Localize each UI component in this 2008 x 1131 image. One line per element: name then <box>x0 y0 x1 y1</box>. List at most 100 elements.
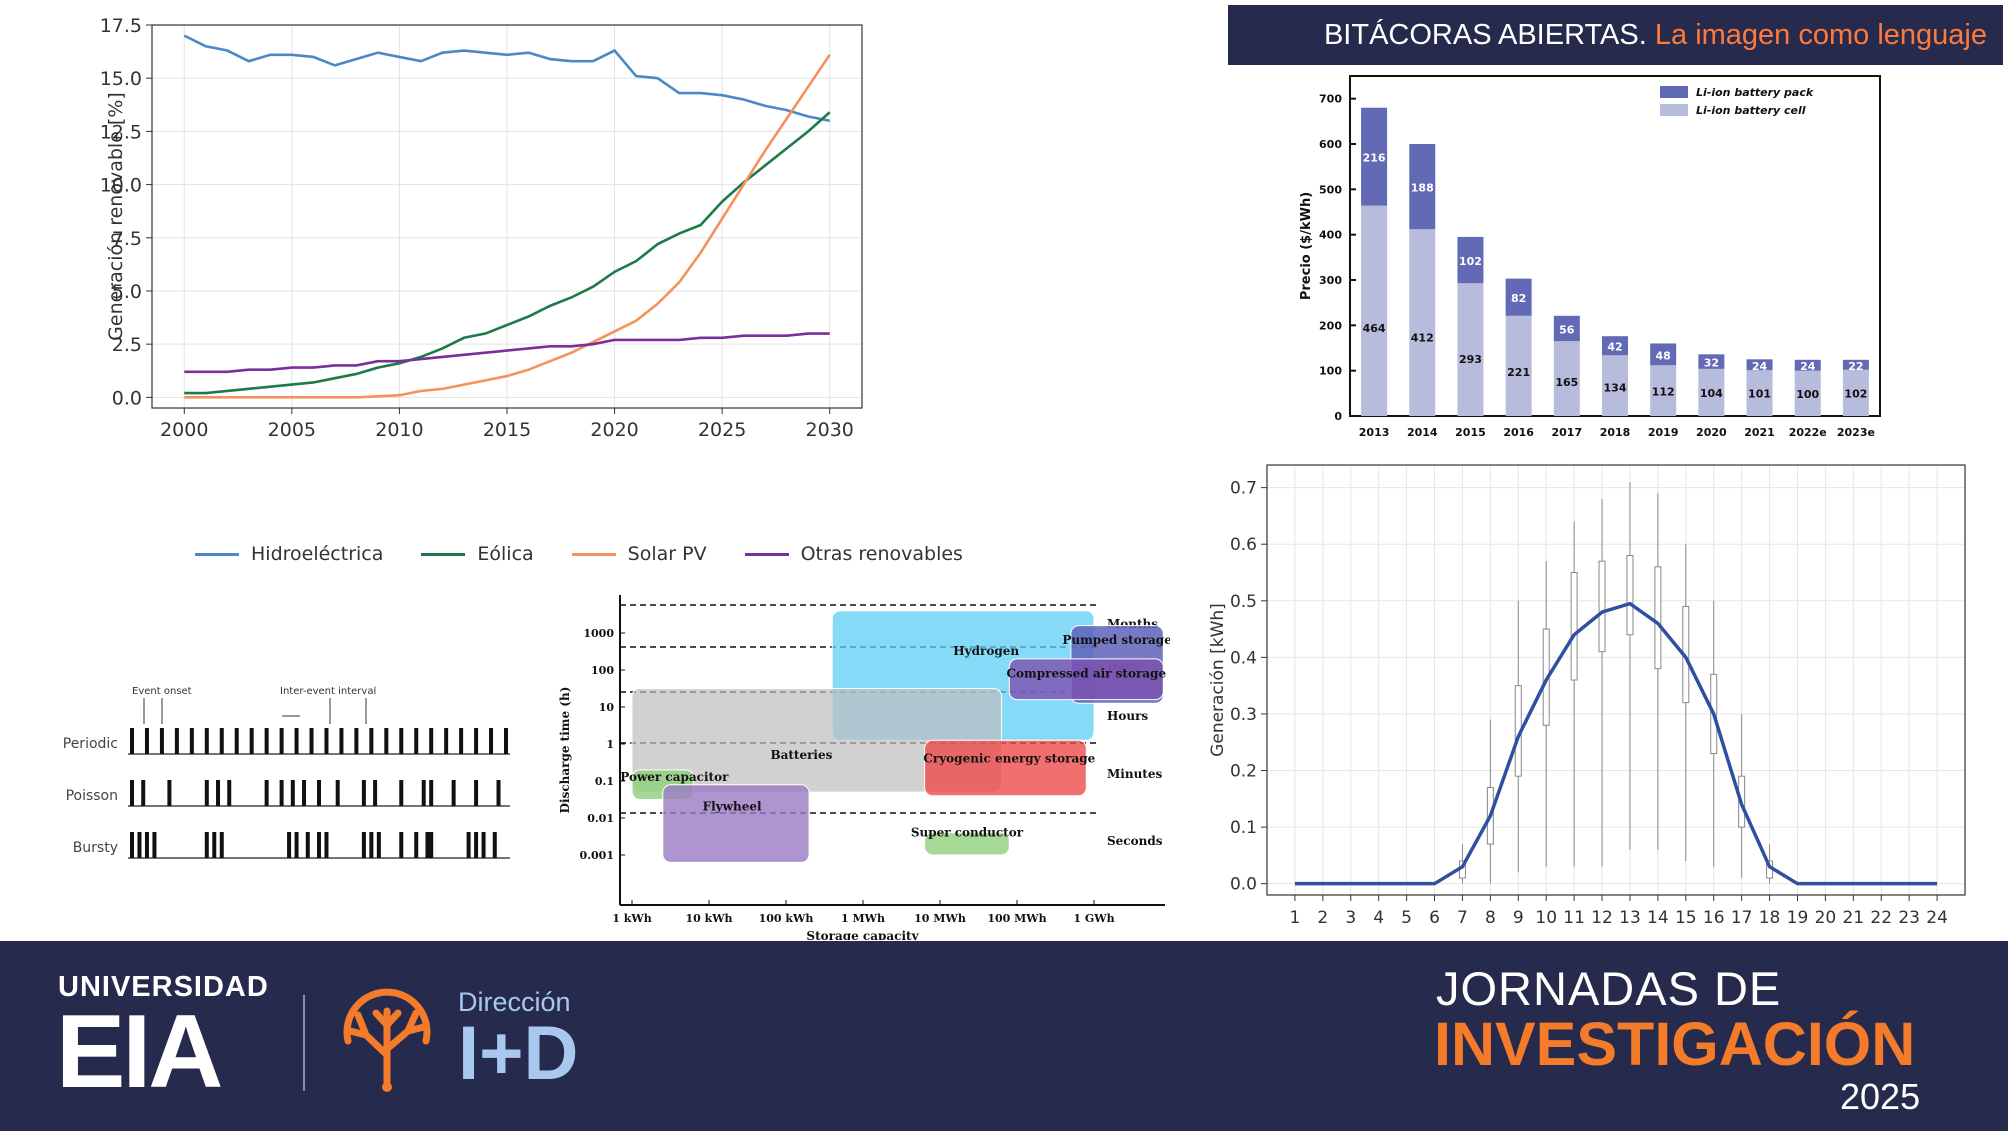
legend-swatch <box>744 552 789 556</box>
x-tick-label: 1 MWh <box>841 912 885 925</box>
plot-frame <box>1266 464 1966 896</box>
event-bar <box>474 832 479 858</box>
bar-segment <box>1409 229 1436 416</box>
event-bar <box>429 780 434 806</box>
y-tick-label: 1 <box>606 738 614 751</box>
bar-value-label: 24 <box>1800 360 1816 373</box>
legend-item: Hidroeléctrica <box>195 543 383 565</box>
event-bar <box>212 832 217 858</box>
event-bar <box>425 832 430 858</box>
y-tick-label: 0.0 <box>112 387 142 409</box>
y-tick-label: 0.6 <box>1230 535 1257 555</box>
y-axis-label: Discharge time (h) <box>558 687 572 814</box>
bar-segment <box>1842 369 1869 416</box>
y-tick-label: 12.5 <box>100 121 142 143</box>
bar-value-label: 221 <box>1507 366 1530 379</box>
x-tick-label: 6 <box>1429 908 1440 928</box>
region-label: Super conductor <box>911 826 1024 840</box>
event-bar <box>216 780 221 806</box>
bar-value-label: 24 <box>1752 360 1768 373</box>
y-tick-label: 300 <box>1319 274 1342 287</box>
y-tick-label: 100 <box>1319 365 1342 378</box>
legend-item: Eólica <box>421 543 534 565</box>
region-label: Cryogenic energy storage <box>923 752 1095 766</box>
x-tick-label: 12 <box>1591 908 1613 928</box>
bar-segment <box>1361 205 1388 416</box>
y-tick-label: 15.0 <box>100 68 142 90</box>
event-bar <box>264 780 269 806</box>
event-bar <box>305 832 310 858</box>
bar-segment <box>1794 359 1821 371</box>
y-tick-label: 0.01 <box>587 812 614 825</box>
x-tick-label: 2005 <box>268 419 316 441</box>
bar-segment <box>1698 368 1725 416</box>
event-bar <box>264 728 269 754</box>
legend-swatch <box>421 552 466 556</box>
bar-value-label: 165 <box>1555 376 1578 389</box>
bar-segment <box>1457 283 1484 416</box>
bar-value-label: 134 <box>1604 382 1627 395</box>
x-tick-label: 2019 <box>1648 426 1679 439</box>
tree-sun-icon <box>343 988 431 1092</box>
x-tick-label: 2030 <box>806 419 854 441</box>
bar-segment <box>1698 354 1725 369</box>
x-tick-label: 10 MWh <box>914 912 966 925</box>
legend-label: Hidroeléctrica <box>251 543 384 565</box>
x-tick-label: 2020 <box>1696 426 1727 439</box>
legend-swatch <box>195 552 239 556</box>
event-bar <box>279 780 284 806</box>
event-bar <box>317 832 321 858</box>
event-bar <box>466 832 471 858</box>
x-tick-label: 2015 <box>1455 426 1486 439</box>
event-bar <box>159 728 164 754</box>
x-tick-label: 19 <box>1787 908 1809 928</box>
y-tick-label: 5.0 <box>112 281 142 303</box>
y-tick-label: 7.5 <box>112 228 142 250</box>
region-label: Flywheel <box>703 800 762 814</box>
storage-region <box>1008 658 1164 701</box>
event-bar <box>130 728 134 754</box>
pattern-row-label: Periodic <box>63 736 118 752</box>
event-bar <box>361 832 366 858</box>
bar-segment <box>1650 365 1677 416</box>
region-label: Batteries <box>770 748 832 762</box>
x-tick-label: 1 GWh <box>1073 912 1114 925</box>
bar-value-label: 102 <box>1844 388 1867 401</box>
x-tick-label: 2015 <box>483 419 531 441</box>
event-bar <box>144 832 149 858</box>
event-bar <box>474 780 479 806</box>
event-bar <box>219 728 224 754</box>
y-tick-label: 10.0 <box>100 175 142 197</box>
event-bar <box>492 832 497 858</box>
event-bar <box>361 780 366 806</box>
university-label: UNIVERSIDAD <box>58 971 269 1003</box>
event-bar <box>481 832 486 858</box>
y-tick-label: 1000 <box>583 627 614 640</box>
series-line <box>184 54 831 399</box>
bar-segment <box>1361 107 1388 206</box>
bar-segment <box>1409 144 1436 230</box>
bar-segment <box>1746 370 1773 416</box>
event-bar <box>167 780 172 806</box>
event-title-line2: INVESTIGACIÓN <box>1434 1010 1916 1078</box>
bar-segment <box>1457 236 1484 284</box>
x-tick-label: 13 <box>1619 908 1641 928</box>
x-tick-label: 10 kWh <box>685 912 732 925</box>
x-tick-label: 1 kWh <box>612 912 651 925</box>
x-tick-label: 2010 <box>375 419 423 441</box>
x-tick-label: 11 <box>1563 908 1585 928</box>
event-bar <box>459 728 464 754</box>
hourly-generation-boxplot: 0.00.10.20.30.40.50.60.71 2 3 4 5 6 7 8 9 10 11 12 1… <box>1208 464 1966 928</box>
battery-price-bar-chart: 0 100 200 300 400 500 600 700 Precio ($/kWh) 464 2… <box>1299 75 1881 439</box>
x-tick-label: 16 <box>1703 908 1725 928</box>
y-tick-label: 0.0 <box>1230 875 1257 895</box>
legend-label: Eólica <box>477 543 534 565</box>
event-bar <box>376 832 381 858</box>
event-bar <box>137 832 142 858</box>
bar-value-label: 56 <box>1559 324 1575 337</box>
annotation-label: Event onset <box>132 686 192 697</box>
event-bar <box>421 780 426 806</box>
bar-value-label: 412 <box>1411 331 1434 344</box>
x-tick-label: 2013 <box>1359 426 1390 439</box>
region-label: Pumped storage <box>1062 633 1170 647</box>
